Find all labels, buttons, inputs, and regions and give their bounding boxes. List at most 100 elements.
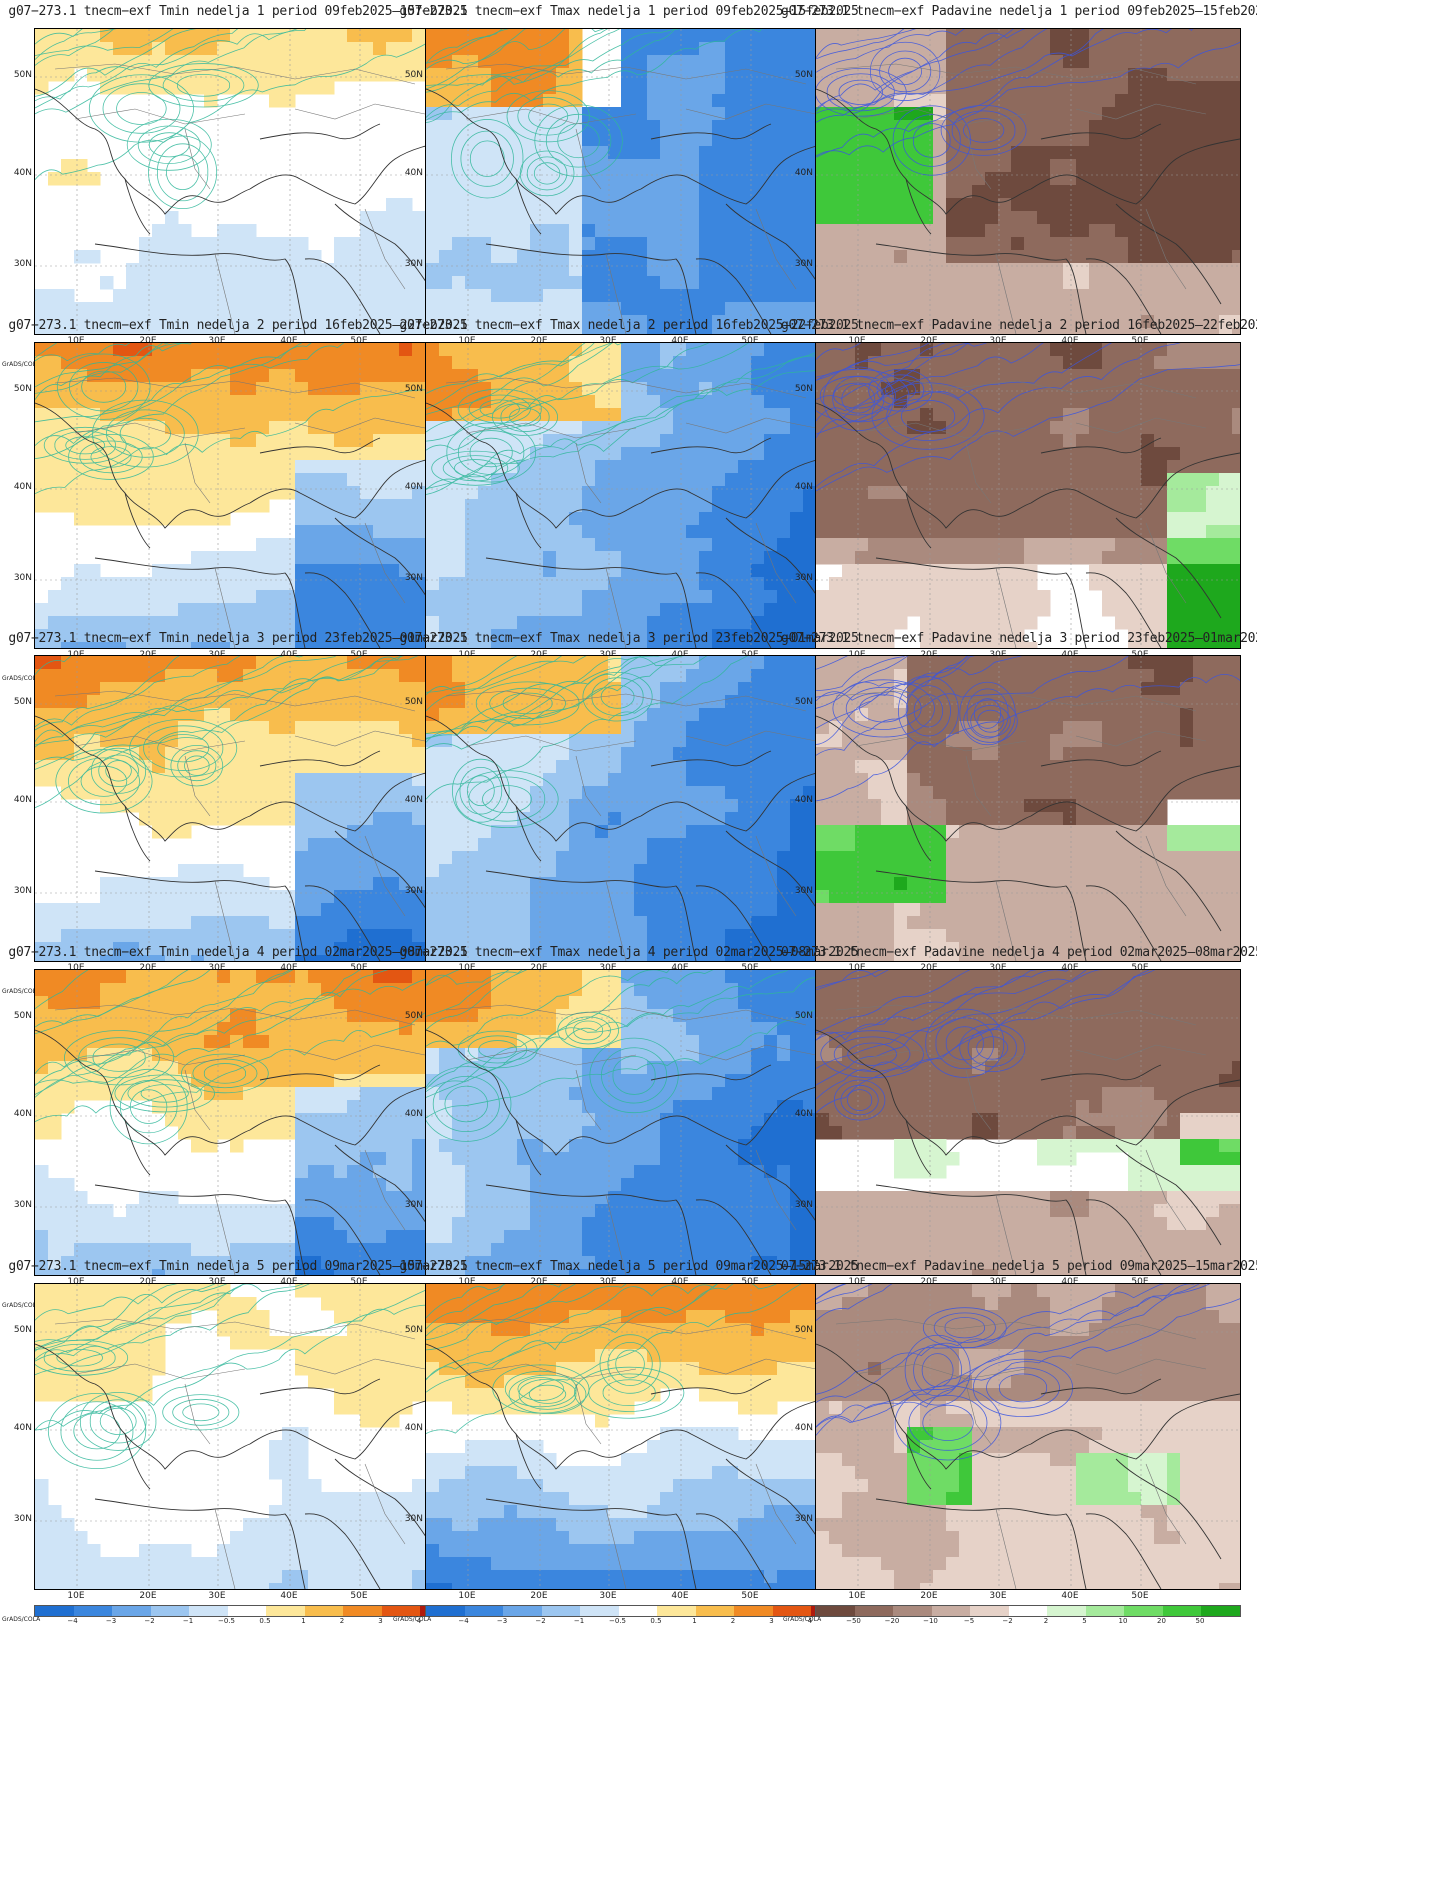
- panel-title: 07−273.1 tnecm−exf Padavine nedelja 5 pe…: [781, 1259, 1257, 1274]
- lat-label: 50N: [794, 1325, 813, 1335]
- colorbar-label: −10: [923, 1617, 938, 1625]
- coastlines: [816, 402, 1240, 648]
- contour-lines: [35, 656, 419, 814]
- contour-lines: [816, 656, 1240, 802]
- lon-label: 50E: [741, 1591, 759, 1601]
- anomaly-field: [426, 343, 850, 648]
- contour-lines: [816, 343, 1240, 492]
- map-svg: [816, 29, 1240, 334]
- lat-label: 30N: [13, 886, 32, 896]
- panel-title: g07−273.1 tnecm−exf Tmin nedelja 5 perio…: [8, 1259, 468, 1274]
- lon-label: 30E: [599, 1277, 617, 1287]
- lat-label: 40N: [404, 1109, 423, 1119]
- lon-label: 20E: [530, 336, 548, 346]
- colorbar-label: −2: [535, 1617, 546, 1625]
- colorbar-swatch: [1047, 1606, 1086, 1616]
- panel-tmin-week-5: g07−273.1 tnecm−exf Tmin nedelja 5 perio…: [0, 1255, 476, 1634]
- anomaly-field: [816, 656, 1240, 961]
- coastlines: [35, 1029, 459, 1275]
- lat-label: 50N: [404, 384, 423, 394]
- map-area: [815, 1283, 1241, 1590]
- colorbar-swatch: [266, 1606, 305, 1616]
- panel-tmax-week-3: g07−273.1 tnecm−exf Tmax nedelja 3 perio…: [391, 627, 867, 1006]
- colorbar-label: −2: [144, 1617, 155, 1625]
- panel-title: g07−273.1 tnecm−exf Tmax nedelja 1 perio…: [399, 4, 859, 19]
- lat-label: 50N: [404, 70, 423, 80]
- country-borders: [445, 63, 817, 334]
- lon-label: 30E: [989, 336, 1007, 346]
- lon-label: 30E: [208, 963, 226, 973]
- country-borders: [835, 377, 1207, 648]
- coastlines: [426, 715, 850, 961]
- country-borders: [835, 63, 1207, 334]
- panel-title: g07−273.1 tnecm−exf Tmax nedelja 2 perio…: [399, 318, 859, 333]
- colorbar-swatch: [931, 1606, 971, 1616]
- lon-label: 20E: [530, 1277, 548, 1287]
- colorbar-swatch: [343, 1606, 382, 1616]
- colorbar-swatch: [772, 1606, 812, 1616]
- lat-label: 30N: [13, 573, 32, 583]
- lat-label: 40N: [13, 1423, 32, 1433]
- lon-label: 10E: [67, 1277, 85, 1287]
- lon-label: 50E: [741, 963, 759, 973]
- map-svg: [816, 970, 1240, 1275]
- lat-label: 40N: [13, 1109, 32, 1119]
- lat-label: 40N: [404, 1423, 423, 1433]
- lon-label: 40E: [1061, 336, 1079, 346]
- lon-label: 40E: [280, 1591, 298, 1601]
- colorbar-swatch: [381, 1606, 421, 1616]
- country-borders: [54, 1004, 426, 1275]
- colorbar-swatch: [1008, 1606, 1048, 1616]
- colorbar-label: 1: [301, 1617, 306, 1625]
- lon-label: 10E: [67, 336, 85, 346]
- lon-label: 20E: [139, 336, 157, 346]
- lon-label: 10E: [848, 1277, 866, 1287]
- country-borders: [445, 377, 817, 648]
- lon-label: 10E: [458, 336, 476, 346]
- map-svg: [816, 656, 1240, 961]
- colorbar-label: 1: [692, 1617, 697, 1625]
- lat-label: 50N: [13, 1325, 32, 1335]
- grads-credit: GrADS/COLA: [2, 988, 41, 995]
- contour-lines: [426, 1284, 802, 1434]
- lat-label: 30N: [13, 259, 32, 269]
- colorbar-swatch: [112, 1606, 151, 1616]
- map-svg: [426, 656, 850, 961]
- panel-title: g07−273.1 tnecm−exf Tmin nedelja 3 perio…: [8, 631, 468, 646]
- map-area: [34, 655, 460, 962]
- colorbar-label: 20: [1157, 1617, 1166, 1625]
- lon-label: 20E: [530, 963, 548, 973]
- map-area: [425, 969, 851, 1276]
- lat-label: 30N: [13, 1514, 32, 1524]
- coastlines: [816, 1343, 1240, 1589]
- lon-label: 50E: [350, 1591, 368, 1601]
- colorbar-label: 2: [730, 1617, 736, 1625]
- lon-label: 10E: [67, 1591, 85, 1601]
- lat-label: 40N: [794, 1109, 813, 1119]
- country-borders: [54, 690, 426, 961]
- lon-label: 30E: [989, 1277, 1007, 1287]
- colorbar-label: 3: [378, 1617, 383, 1625]
- lon-label: 20E: [920, 1277, 938, 1287]
- colorbar-label: −0.5: [218, 1617, 235, 1625]
- panel-title: g07−273.1 tnecm−exf Padavine nedelja 2 p…: [781, 318, 1257, 333]
- lat-label: 30N: [794, 1514, 813, 1524]
- anomaly-field: [426, 970, 850, 1275]
- panel-padavine-week-2: g07−273.1 tnecm−exf Padavine nedelja 2 p…: [781, 314, 1257, 693]
- lon-label: 20E: [920, 963, 938, 973]
- map-svg: [816, 1284, 1240, 1589]
- colorbar-swatch: [618, 1606, 658, 1616]
- country-borders: [54, 63, 426, 334]
- grads-credit: GrADS/COLA: [2, 1616, 41, 1623]
- lon-label: 20E: [139, 963, 157, 973]
- coastlines: [816, 88, 1240, 334]
- colorbar-swatch: [657, 1606, 696, 1616]
- lon-label: 50E: [741, 336, 759, 346]
- lon-label: 40E: [1061, 963, 1079, 973]
- lon-label: 10E: [458, 963, 476, 973]
- lat-label: 40N: [404, 482, 423, 492]
- lat-label: 50N: [13, 70, 32, 80]
- lon-label: 40E: [671, 1277, 689, 1287]
- lon-label: 30E: [599, 963, 617, 973]
- map-svg: [35, 29, 459, 334]
